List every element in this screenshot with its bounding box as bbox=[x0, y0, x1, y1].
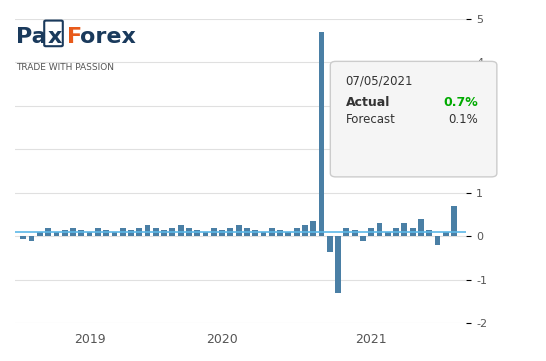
Bar bbox=[136, 228, 142, 236]
Bar bbox=[62, 230, 68, 236]
Text: Actual: Actual bbox=[346, 96, 390, 109]
Bar bbox=[393, 228, 399, 236]
Bar bbox=[426, 230, 432, 236]
Text: Pa: Pa bbox=[16, 27, 47, 47]
Bar bbox=[54, 232, 60, 236]
Bar bbox=[435, 236, 441, 245]
Bar bbox=[203, 232, 209, 236]
Text: x: x bbox=[48, 27, 62, 47]
Bar bbox=[360, 236, 366, 241]
Bar bbox=[385, 232, 391, 236]
Bar bbox=[128, 230, 134, 236]
Bar bbox=[269, 228, 275, 236]
Text: orex: orex bbox=[80, 27, 136, 47]
Bar bbox=[418, 219, 424, 236]
Bar bbox=[236, 226, 241, 236]
Text: 0.7%: 0.7% bbox=[443, 96, 478, 109]
Bar bbox=[211, 228, 217, 236]
Bar bbox=[319, 32, 324, 236]
Bar bbox=[145, 226, 151, 236]
Bar bbox=[87, 232, 92, 236]
Text: TRADE WITH PASSION: TRADE WITH PASSION bbox=[16, 64, 114, 73]
Text: Forecast: Forecast bbox=[346, 113, 395, 126]
Bar bbox=[286, 232, 291, 236]
Bar bbox=[161, 230, 167, 236]
Bar bbox=[20, 236, 26, 239]
Bar bbox=[194, 230, 200, 236]
Bar bbox=[451, 206, 457, 236]
Text: F: F bbox=[67, 27, 82, 47]
Bar bbox=[244, 228, 250, 236]
Bar bbox=[369, 228, 374, 236]
Bar bbox=[219, 230, 225, 236]
Bar bbox=[228, 228, 233, 236]
Bar bbox=[169, 228, 175, 236]
Bar bbox=[310, 221, 316, 236]
Bar bbox=[70, 228, 76, 236]
Bar bbox=[45, 228, 51, 236]
Bar bbox=[401, 223, 407, 236]
Bar bbox=[335, 236, 341, 293]
Bar bbox=[302, 226, 308, 236]
Bar bbox=[294, 228, 300, 236]
Text: 07/05/2021: 07/05/2021 bbox=[346, 75, 413, 88]
Bar bbox=[37, 232, 43, 236]
Text: 0.1%: 0.1% bbox=[448, 113, 478, 126]
Bar bbox=[178, 226, 183, 236]
Bar bbox=[377, 223, 382, 236]
Bar bbox=[29, 236, 34, 241]
Bar bbox=[443, 232, 449, 236]
Bar bbox=[410, 228, 416, 236]
Bar bbox=[111, 232, 117, 236]
Bar bbox=[277, 230, 283, 236]
Bar bbox=[186, 228, 192, 236]
Bar bbox=[343, 228, 349, 236]
Bar bbox=[153, 228, 159, 236]
Bar bbox=[120, 228, 126, 236]
Bar bbox=[352, 230, 358, 236]
Bar bbox=[95, 228, 101, 236]
Bar bbox=[252, 230, 258, 236]
Bar bbox=[79, 230, 84, 236]
Bar bbox=[103, 230, 109, 236]
Bar bbox=[327, 236, 333, 252]
Bar bbox=[260, 232, 266, 236]
